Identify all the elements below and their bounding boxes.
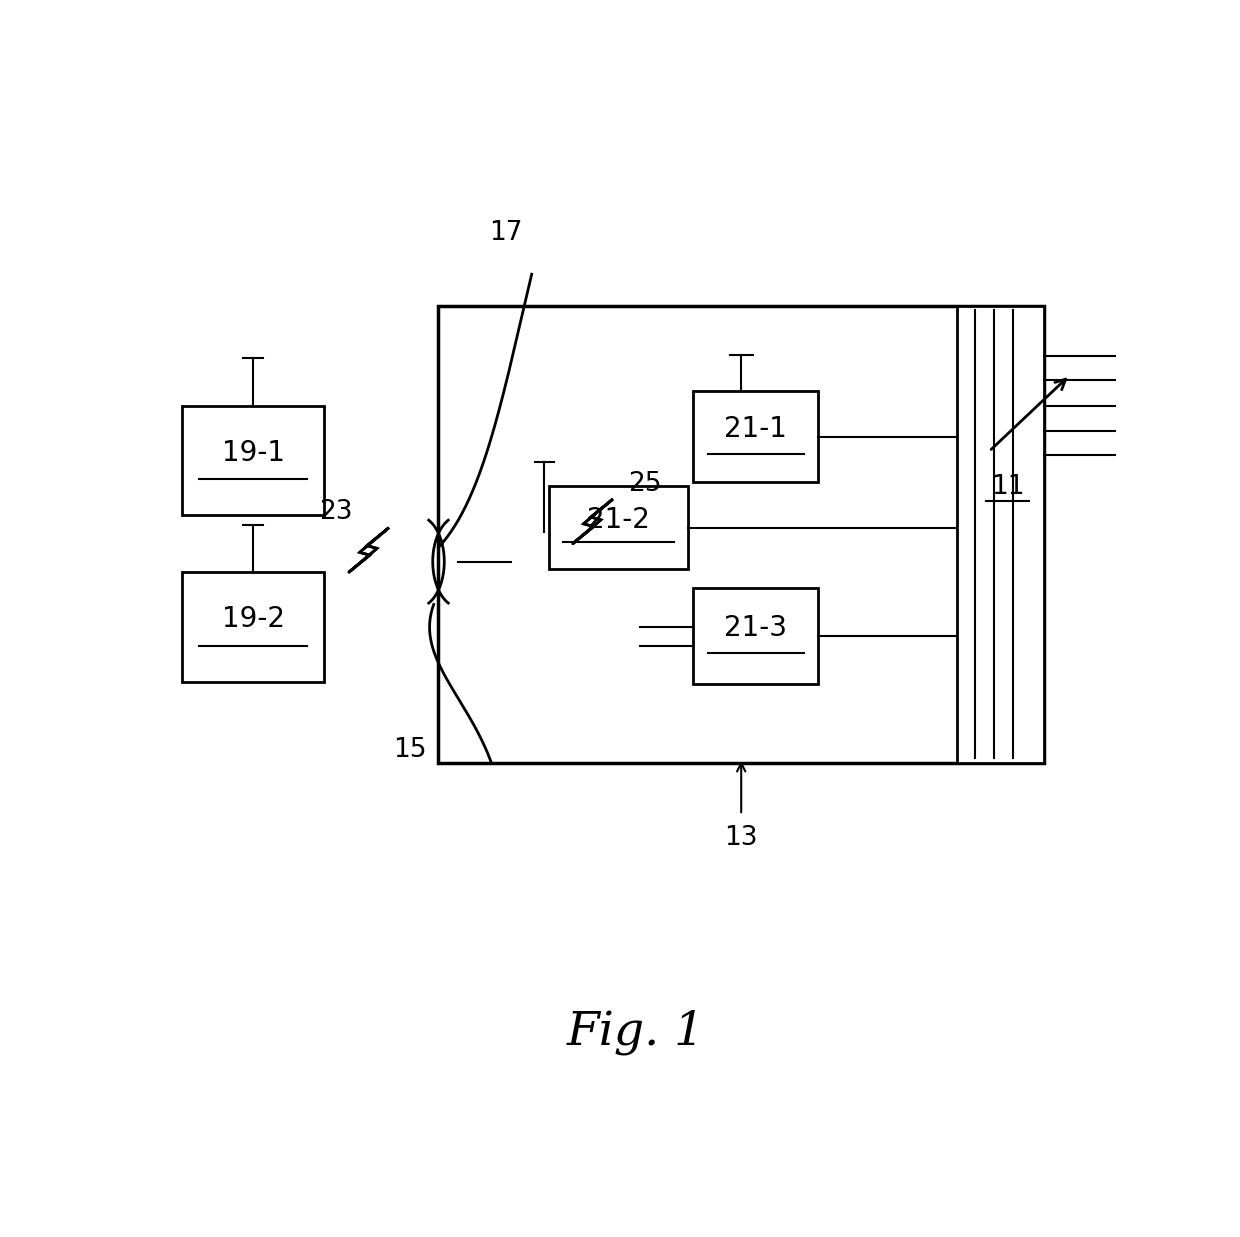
Bar: [182, 406, 324, 515]
Bar: [693, 589, 818, 684]
Bar: [182, 573, 324, 682]
Bar: [957, 306, 1044, 763]
Text: 25: 25: [629, 471, 662, 497]
Text: 19-2: 19-2: [222, 605, 284, 633]
Text: 21-1: 21-1: [724, 414, 787, 443]
Text: 11: 11: [991, 474, 1024, 500]
Bar: [549, 486, 688, 569]
Text: 21-2: 21-2: [588, 506, 650, 534]
Bar: [693, 391, 818, 482]
Text: 13: 13: [724, 825, 758, 851]
Polygon shape: [348, 528, 388, 573]
Text: 17: 17: [489, 220, 522, 246]
Bar: [439, 306, 1044, 763]
Text: 19-1: 19-1: [222, 439, 284, 466]
Text: 15: 15: [393, 737, 427, 763]
Polygon shape: [573, 500, 611, 544]
Text: 21-3: 21-3: [724, 615, 787, 642]
Text: Fig. 1: Fig. 1: [567, 1009, 704, 1055]
Text: 23: 23: [319, 500, 352, 526]
